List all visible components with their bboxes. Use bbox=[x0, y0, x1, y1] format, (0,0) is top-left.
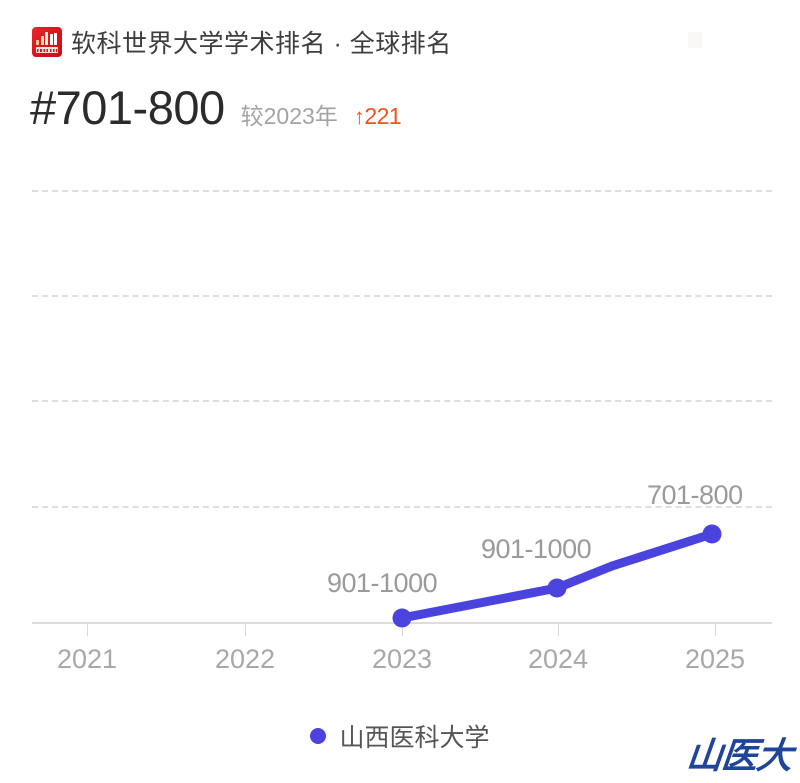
x-axis-tick bbox=[245, 624, 246, 636]
data-label-2023: 901-1000 bbox=[327, 568, 438, 598]
legend-marker-icon bbox=[310, 728, 327, 744]
arrow-up-icon: ↑ bbox=[353, 104, 365, 129]
data-label-2025: 701-800 bbox=[647, 480, 743, 510]
x-axis-tick bbox=[715, 624, 716, 636]
rank-delta-value: 221 bbox=[364, 103, 402, 129]
gridline bbox=[32, 295, 772, 297]
x-axis-tick bbox=[402, 624, 403, 636]
logo-plate bbox=[36, 47, 58, 53]
series-line-shanxi-medical-university bbox=[397, 529, 717, 623]
x-axis-label-2024: 2024 bbox=[527, 644, 589, 674]
shanghai-ranking-logo-icon bbox=[32, 27, 62, 57]
x-axis-label-2022: 2022 bbox=[214, 644, 276, 674]
data-point-2024[interactable] bbox=[547, 578, 567, 598]
legend-item-label[interactable]: 山西医科大学 bbox=[339, 724, 490, 752]
university-watermark: 山医大 bbox=[684, 735, 794, 777]
x-axis-tick bbox=[87, 624, 88, 636]
data-point-2023[interactable] bbox=[392, 608, 412, 628]
page-title: 软科世界大学学术排名 · 全球排名 bbox=[71, 30, 452, 58]
series-plot bbox=[392, 524, 722, 628]
data-label-2024: 901-1000 bbox=[481, 534, 592, 564]
gridline bbox=[32, 400, 772, 402]
x-axis-label-2021: 2021 bbox=[56, 644, 118, 674]
gridline bbox=[32, 506, 772, 508]
ranking-line-chart: 2021 2022 2023 2024 2025 901-1000 901-10… bbox=[32, 190, 772, 674]
x-axis-label-2025: 2025 bbox=[684, 644, 746, 674]
rank-delta: ↑221 bbox=[353, 103, 402, 130]
chart-header: 软科世界大学学术排名 · 全球排名 bbox=[32, 24, 452, 60]
logo-bars bbox=[36, 32, 58, 45]
data-point-2025[interactable] bbox=[702, 524, 722, 544]
chart-legend: 山西医科大学 bbox=[0, 718, 800, 754]
rank-compare-label: 较2023年 bbox=[240, 103, 338, 129]
x-axis-label-2023: 2023 bbox=[371, 644, 433, 674]
faint-watermark-artifact bbox=[688, 32, 702, 48]
x-axis-tick bbox=[558, 624, 559, 636]
rank-summary: #701-800 较2023年 ↑221 bbox=[30, 81, 402, 134]
rank-value: #701-800 bbox=[30, 81, 225, 134]
gridline bbox=[32, 190, 772, 192]
